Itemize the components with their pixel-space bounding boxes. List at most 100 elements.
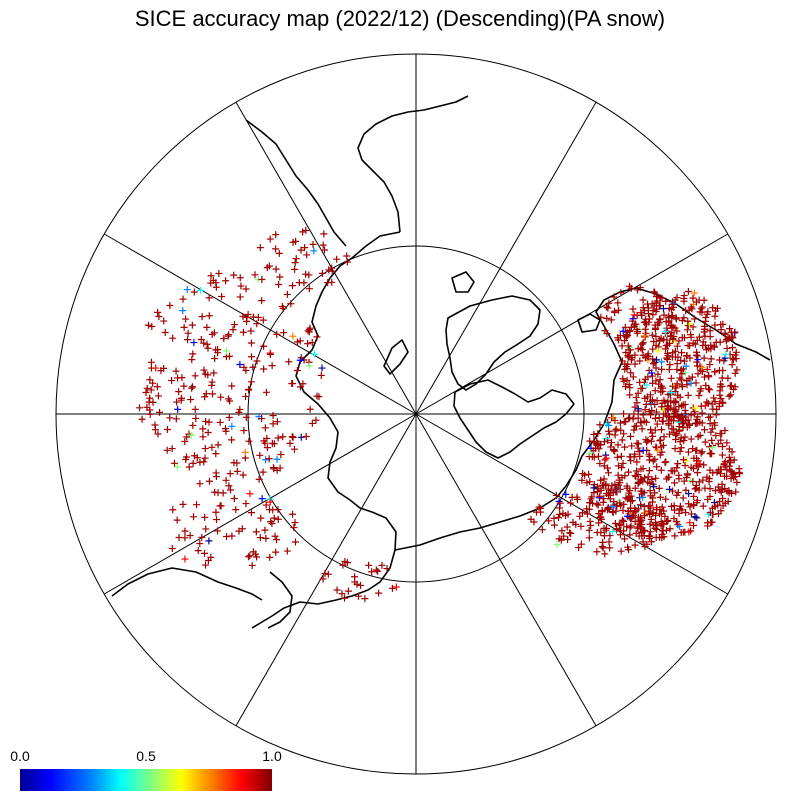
accuracy-marker <box>147 386 155 394</box>
accuracy-marker <box>674 353 682 361</box>
accuracy-marker <box>658 417 666 425</box>
accuracy-marker <box>704 308 712 316</box>
accuracy-marker <box>265 455 273 463</box>
accuracy-marker <box>605 299 613 307</box>
accuracy-marker <box>718 374 726 382</box>
accuracy-marker <box>267 518 275 526</box>
accuracy-marker <box>714 440 722 448</box>
accuracy-marker <box>631 360 639 368</box>
accuracy-marker <box>733 478 741 486</box>
accuracy-marker <box>595 519 603 527</box>
accuracy-marker <box>652 474 660 482</box>
accuracy-marker <box>272 245 280 253</box>
accuracy-marker <box>181 534 189 542</box>
accuracy-marker <box>610 446 618 454</box>
accuracy-marker <box>675 337 683 345</box>
accuracy-marker <box>175 534 183 542</box>
accuracy-marker <box>683 423 691 431</box>
accuracy-marker <box>690 492 698 500</box>
accuracy-marker <box>633 329 641 337</box>
accuracy-marker <box>635 520 643 528</box>
accuracy-marker <box>625 381 633 389</box>
accuracy-marker <box>273 536 281 544</box>
accuracy-marker <box>566 529 574 537</box>
accuracy-marker <box>611 447 619 455</box>
accuracy-marker <box>693 415 701 423</box>
accuracy-marker <box>713 468 721 476</box>
accuracy-markers <box>136 226 744 603</box>
accuracy-marker <box>696 308 704 316</box>
accuracy-marker <box>225 331 233 339</box>
north-america-coast <box>394 287 771 551</box>
accuracy-marker <box>694 460 702 468</box>
accuracy-marker <box>711 368 719 376</box>
accuracy-marker <box>275 249 283 257</box>
accuracy-marker <box>545 517 553 525</box>
accuracy-marker <box>693 446 701 454</box>
accuracy-marker <box>648 372 656 380</box>
accuracy-marker <box>572 520 580 528</box>
accuracy-marker <box>319 575 327 583</box>
accuracy-marker <box>168 377 176 385</box>
accuracy-marker <box>241 448 249 456</box>
accuracy-marker <box>707 341 715 349</box>
accuracy-marker <box>682 369 690 377</box>
accuracy-marker <box>705 413 713 421</box>
accuracy-marker <box>676 448 684 456</box>
accuracy-marker <box>175 388 183 396</box>
accuracy-marker <box>333 255 341 263</box>
accuracy-marker <box>319 241 327 249</box>
accuracy-marker <box>269 464 277 472</box>
accuracy-marker <box>628 497 636 505</box>
accuracy-marker <box>198 533 206 541</box>
accuracy-marker <box>619 459 627 467</box>
accuracy-marker <box>344 587 352 595</box>
accuracy-marker <box>664 473 672 481</box>
accuracy-marker <box>705 475 713 483</box>
accuracy-marker <box>678 383 686 391</box>
accuracy-marker <box>277 451 285 459</box>
accuracy-marker <box>680 419 688 427</box>
accuracy-marker <box>731 328 739 336</box>
accuracy-marker <box>634 513 642 521</box>
accuracy-marker <box>649 345 657 353</box>
accuracy-marker <box>649 498 656 506</box>
accuracy-marker <box>609 528 617 536</box>
accuracy-marker <box>714 501 722 509</box>
accuracy-marker <box>672 435 680 443</box>
colorbar-mid-label: 0.5 <box>136 748 156 764</box>
novaya-zemlya-coast <box>383 339 409 375</box>
accuracy-marker <box>251 271 259 279</box>
accuracy-marker <box>215 269 223 277</box>
accuracy-marker <box>726 325 734 333</box>
accuracy-marker <box>640 332 648 340</box>
accuracy-marker <box>600 532 608 540</box>
accuracy-marker <box>714 510 722 518</box>
accuracy-marker <box>567 529 575 537</box>
accuracy-marker <box>677 376 685 384</box>
accuracy-marker <box>258 297 266 305</box>
accuracy-marker <box>707 355 715 363</box>
accuracy-marker <box>270 514 278 522</box>
accuracy-marker <box>680 334 688 342</box>
accuracy-marker <box>607 439 615 447</box>
accuracy-marker <box>163 446 171 454</box>
accuracy-marker <box>678 349 686 357</box>
accuracy-marker <box>191 372 199 380</box>
accuracy-marker <box>145 398 153 406</box>
accuracy-marker <box>202 417 210 425</box>
accuracy-marker <box>630 311 638 319</box>
accuracy-marker <box>701 332 709 340</box>
accuracy-marker <box>357 581 365 589</box>
accuracy-marker <box>632 507 640 515</box>
accuracy-marker <box>259 468 267 476</box>
accuracy-marker <box>648 475 656 483</box>
accuracy-marker <box>646 397 654 405</box>
accuracy-marker <box>638 490 646 498</box>
accuracy-marker <box>601 456 609 464</box>
accuracy-marker <box>693 348 701 356</box>
accuracy-marker <box>244 310 252 318</box>
accuracy-marker <box>714 483 722 491</box>
accuracy-marker <box>725 392 733 400</box>
accuracy-marker <box>257 514 265 522</box>
